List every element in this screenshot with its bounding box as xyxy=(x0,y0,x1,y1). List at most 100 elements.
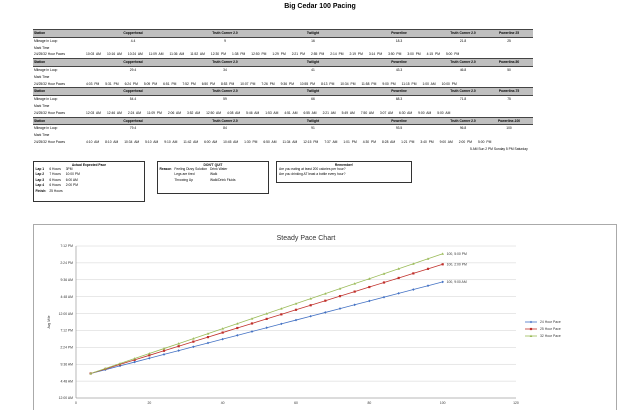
dont-quit-cell: Throwing Up xyxy=(174,177,194,182)
pace-time: 6:55 AM xyxy=(303,110,317,115)
data-point xyxy=(104,367,107,370)
pace-time: 2:21 PM xyxy=(291,52,305,57)
station-name: Copperhead xyxy=(85,87,182,97)
pace-time: 2:21 AM xyxy=(322,110,336,115)
legend-label: 25 Hour Pace xyxy=(540,327,561,331)
expected-pace-cell: 3PM xyxy=(65,167,73,171)
data-point xyxy=(133,358,136,361)
y-tick-label: 2:24 PM xyxy=(60,261,73,265)
data-point xyxy=(324,299,327,302)
data-point xyxy=(397,276,400,280)
y-tick-label: 7:12 PM xyxy=(60,244,73,248)
expected-pace-cell: 10:00 PM xyxy=(65,172,80,177)
data-point xyxy=(265,312,268,315)
data-point xyxy=(236,326,239,330)
pace-time: 11:15 PM xyxy=(401,81,417,86)
pace-times: 12:03 AM 12:46 AM 2:24 AM 11:09 PM 2:06 AM 3:… xyxy=(85,110,533,117)
dont-quit-row: Reason Feeling Dizzy Solution Drink Water xyxy=(158,167,237,172)
pace-time: 7:50 AM xyxy=(360,110,374,115)
data-point xyxy=(221,337,224,341)
station-header-row: Station Copperhead Truth Corner 2.0 Twiligh… xyxy=(33,116,534,126)
y-tick-label: 12:00 AM xyxy=(59,312,74,316)
station-name: Truth Corner 2.0 xyxy=(181,29,270,38)
data-point xyxy=(133,360,136,364)
data-point xyxy=(353,290,356,293)
chart-title: Steady Pace Chart xyxy=(277,235,336,242)
expected-pace-row: Lap 3 6 Hours 6:00 AM xyxy=(34,178,81,183)
data-point xyxy=(441,252,444,255)
expected-pace-cell: Lap 2 xyxy=(35,172,45,177)
station-name: Twilight xyxy=(269,116,358,126)
station-name: Powerline xyxy=(357,58,442,67)
mileage-value: 21.8 xyxy=(459,38,467,43)
data-point xyxy=(353,282,356,285)
mileage-value: 84 xyxy=(223,126,227,131)
mark-time-row: Mark Time xyxy=(33,132,533,139)
pace-time: 3:50 PM xyxy=(388,52,402,57)
row-label: Mark Time xyxy=(34,103,50,108)
pace-time: 10:34 PM xyxy=(340,81,356,86)
row-label: 24/25/32 Hour Paces xyxy=(34,139,65,144)
mileage-value: 59 xyxy=(223,97,227,102)
data-point xyxy=(265,326,268,329)
station-name: Copperhead xyxy=(85,116,182,126)
data-point xyxy=(221,327,224,330)
expected-pace-title: Actual Expected Pace xyxy=(71,163,107,167)
data-point xyxy=(309,304,312,307)
mileage-value: 29.4 xyxy=(129,67,137,72)
mileage-value: 71.8 xyxy=(459,97,467,102)
row-label: Mark Time xyxy=(34,133,50,138)
pace-time: 6:50 AM xyxy=(263,139,277,144)
mileage-value: 79.4 xyxy=(129,126,137,131)
dont-quit-cell: Legs are tired xyxy=(174,172,195,177)
data-point xyxy=(148,356,151,360)
data-point xyxy=(162,349,166,352)
dont-quit-cell: Reason xyxy=(159,167,172,171)
pace-time: 11:58 PM xyxy=(361,81,377,86)
station-name: Truth Corner 2.0 xyxy=(181,116,270,126)
pace-time: 10:55 PM xyxy=(299,81,316,86)
station-name: Copperhead xyxy=(85,58,182,67)
pace-time: 6:30 AM xyxy=(399,110,413,115)
pace-time: 3:00 PM xyxy=(407,52,421,57)
pace-time: 12:50 PM xyxy=(251,52,267,57)
pace-time: 11:36 AM xyxy=(169,52,185,57)
row-label: 24/25/32 Hour Paces xyxy=(34,110,65,115)
pace-row: 24/25/32 Hour Paces 4:10 AM 8:10 AM 10:34 A… xyxy=(33,139,533,146)
legend-marker xyxy=(529,320,533,324)
mileage-value: 46.8 xyxy=(459,67,467,72)
pace-time: 5:10 AM xyxy=(145,139,159,144)
data-point xyxy=(118,362,122,365)
pace-time: 2:55 PM xyxy=(310,52,325,57)
finish-note: 5 AM Sun 2 PM Sunday 5 PM Saturday xyxy=(470,147,528,151)
station-name: Copperhead xyxy=(85,29,182,38)
mileage-value: 68.3 xyxy=(395,97,403,102)
data-point xyxy=(250,322,254,325)
station-name: Powerline xyxy=(357,29,442,38)
pace-time: 11:09 AM xyxy=(148,52,164,57)
data-point xyxy=(192,345,195,349)
station-name: Powerline-75 xyxy=(485,87,534,97)
data-point xyxy=(236,322,239,325)
data-point xyxy=(382,295,386,299)
pace-time: 2:06 AM xyxy=(167,110,181,115)
page-title: Big Cedar 100 Pacing xyxy=(284,3,356,10)
pace-time: 6:51 PM xyxy=(163,81,177,86)
y-axis-label: Avg Mile xyxy=(47,315,51,328)
data-point xyxy=(368,277,371,280)
mark-time-row: Mark Time xyxy=(33,103,533,110)
data-point xyxy=(206,336,210,339)
data-label: 100, 9:00 AM xyxy=(447,280,467,284)
dont-quit-cell: Walk/Drink Fluids xyxy=(210,177,236,182)
station-name: Truth Corner 2.0 xyxy=(181,58,270,67)
station-name: Powerline-100 xyxy=(485,116,534,126)
station-name: Powerline xyxy=(357,116,442,126)
data-point xyxy=(294,302,298,305)
station-name: Powerline-50 xyxy=(485,58,534,67)
data-point xyxy=(338,295,342,298)
station-header-row: Station Copperhead Truth Corner 2.0 Twiligh… xyxy=(33,29,534,38)
pace-time: 1:29 PM xyxy=(272,52,286,57)
pace-time: 9:10 AM xyxy=(164,139,178,144)
pace-times: 10:03 AM 10:16 AM 10:24 AM 11:09 AM 11:36 AM… xyxy=(85,51,533,58)
expected-pace-cell: Finish: xyxy=(35,188,47,193)
